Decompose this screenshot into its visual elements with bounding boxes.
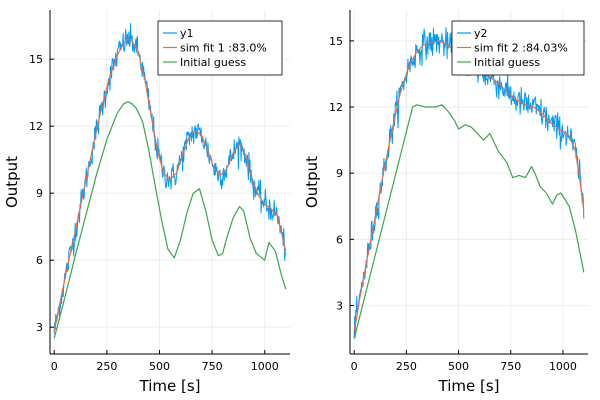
- legend-label-2: sim fit 2 :84.03%: [474, 42, 568, 55]
- y-tick-label: 9: [36, 187, 43, 200]
- series-line-3: [53, 101, 287, 339]
- series-line-2: [53, 38, 287, 332]
- x-tick-label: 250: [96, 360, 117, 373]
- x-tick-label: 500: [448, 360, 469, 373]
- y-tick-label: 12: [329, 101, 343, 114]
- y-tick-label: 3: [36, 321, 43, 334]
- legend-label-1: y1: [180, 27, 194, 40]
- x-tick-label: 250: [396, 360, 417, 373]
- y-axis-label: Output: [303, 156, 321, 208]
- y-axis-label: Output: [3, 156, 21, 208]
- y-tick-label: 12: [29, 120, 43, 133]
- x-tick-label: 750: [202, 360, 223, 373]
- x-axis-label: Time [s]: [139, 377, 201, 395]
- y-tick-label: 6: [336, 233, 343, 246]
- x-tick-label: 1000: [549, 360, 577, 373]
- legend-label-3: Initial guess: [474, 56, 540, 69]
- y-tick-label: 15: [329, 35, 343, 48]
- plot-area: [53, 23, 287, 339]
- legend-label-2: sim fit 1 :83.0%: [180, 42, 267, 55]
- y-tick-label: 9: [336, 167, 343, 180]
- legend-label-1: y2: [474, 27, 488, 40]
- x-axis-label: Time [s]: [438, 377, 500, 395]
- legend-box: [451, 20, 585, 76]
- legend-box: [157, 20, 283, 76]
- chart-1: 0 250 500 750 1000 3 6 9 12 15 Time [s] Output y1 si…: [3, 10, 290, 395]
- series-line-3: [353, 104, 585, 339]
- x-tick-label: 500: [149, 360, 170, 373]
- legend: y2 sim fit 2 :84.03%Initial guess: [451, 20, 585, 76]
- legend: y1 sim fit 1 :83.0%Initial guess: [157, 20, 283, 76]
- legend-label-3: Initial guess: [180, 56, 246, 69]
- x-tick-label: 0: [351, 360, 358, 373]
- x-tick-label: 1000: [251, 360, 279, 373]
- y-tick-label: 6: [36, 254, 43, 267]
- x-tick-label: 750: [500, 360, 521, 373]
- x-tick-label: 0: [51, 360, 58, 373]
- chart-2: 0 250 500 750 1000 3 6 9 12 15 Time [s] Output y2 si…: [303, 10, 588, 395]
- y-tick-label: 15: [29, 53, 43, 66]
- series-line-2: [353, 40, 585, 332]
- y-tick-label: 3: [336, 299, 343, 312]
